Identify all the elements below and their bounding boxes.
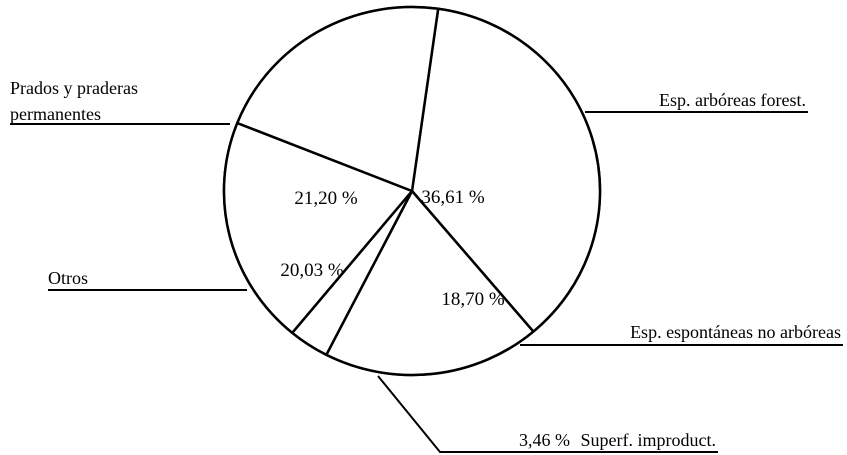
slice-label-espontaneas: Esp. espontáneas no arbóreas xyxy=(630,322,841,342)
slice-label-improduct-text: Superf. improduct. xyxy=(581,430,716,450)
pie-slice-0 xyxy=(410,7,602,333)
slice-label-improduct: 3,46 % Superf. improduct. xyxy=(519,430,716,450)
slice-value-label-prados: 21,20 % xyxy=(294,188,358,209)
pie-slice-1 xyxy=(325,189,535,377)
slice-value-label-espontaneas: 18,70 % xyxy=(441,289,505,310)
slice-value-label-forest: 36,61 % xyxy=(421,187,485,208)
slice-label-prados-line1: Prados y praderas xyxy=(10,78,138,98)
slice-label-otros: Otros xyxy=(48,268,88,288)
pie-slices xyxy=(222,5,602,377)
slice-label-forest: Esp. arbóreas forest. xyxy=(659,90,806,110)
slice-value-label-improduct: 3,46 % xyxy=(519,430,570,450)
leader-line-improduct xyxy=(377,375,718,453)
pie-slice-3 xyxy=(222,121,414,335)
slice-label-prados-line2: permanentes xyxy=(10,104,101,124)
slice-value-label-otros: 20,03 % xyxy=(280,260,344,281)
pie-slice-4 xyxy=(236,5,440,193)
